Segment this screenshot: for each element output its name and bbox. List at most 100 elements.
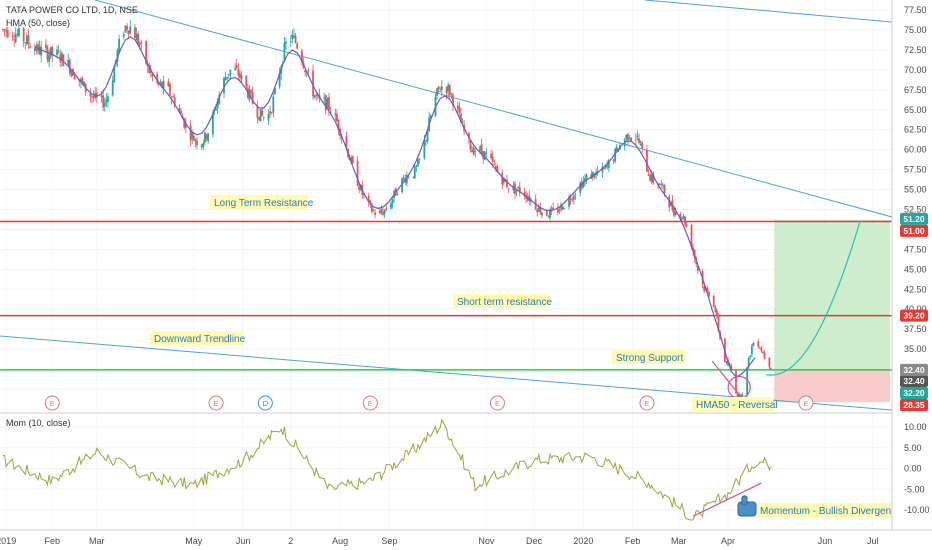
candle bbox=[402, 174, 405, 183]
candle bbox=[269, 105, 272, 118]
candle bbox=[437, 86, 440, 94]
candle bbox=[507, 188, 510, 194]
price-tick-label: 60.00 bbox=[904, 145, 927, 155]
candle bbox=[568, 194, 570, 210]
candle bbox=[134, 24, 136, 39]
dividend-marker[interactable]: D bbox=[257, 395, 273, 411]
price-badge: 28.35 bbox=[900, 399, 928, 411]
candle bbox=[412, 176, 415, 179]
candle bbox=[383, 209, 386, 219]
earnings-marker[interactable]: E bbox=[639, 395, 655, 411]
candle bbox=[204, 131, 206, 145]
candle bbox=[315, 93, 318, 102]
candle bbox=[56, 45, 58, 59]
svg-text:E: E bbox=[214, 399, 219, 408]
candle bbox=[6, 26, 9, 39]
candle bbox=[45, 39, 47, 53]
candle bbox=[38, 40, 41, 56]
earnings-marker[interactable]: E bbox=[489, 395, 505, 411]
candle bbox=[111, 75, 114, 97]
candle bbox=[258, 116, 260, 122]
price-tick-label: 55.00 bbox=[904, 185, 927, 195]
hand-pointer-icon bbox=[737, 495, 757, 517]
price-axis[interactable]: 77.50 75.00 72.50 70.00 67.50 65.00 62.50 60.00… bbox=[891, 0, 932, 550]
candle bbox=[148, 62, 151, 75]
candle bbox=[749, 354, 752, 360]
time-axis[interactable]: 2019 Feb Mar May Jun 2 Aug Sep Nov Dec 2020 Feb Mar A… bbox=[0, 529, 932, 546]
price-tick-label: 67.50 bbox=[904, 85, 927, 95]
momentum-pane[interactable]: Mom (10, close) Momentum - Bullish Diver… bbox=[0, 418, 902, 521]
time-tick-label: Mar bbox=[671, 536, 687, 546]
candle bbox=[137, 31, 140, 46]
support-price-badge: 32.40 bbox=[900, 363, 928, 376]
candle bbox=[517, 186, 520, 190]
momentum-tick-label: 0.00 bbox=[904, 464, 922, 474]
candle bbox=[324, 94, 327, 115]
earnings-marker[interactable]: E bbox=[44, 395, 60, 411]
long-term-downtrend-line[interactable] bbox=[94, 0, 893, 218]
upper-channel-line[interactable] bbox=[644, 0, 893, 23]
candle bbox=[312, 64, 314, 100]
label-hma-reversal: HMA50 - Reversal bbox=[692, 397, 778, 411]
svg-text:E: E bbox=[368, 399, 373, 408]
price-badge: 51.00 bbox=[900, 224, 928, 237]
candle bbox=[601, 162, 604, 179]
candle bbox=[67, 53, 70, 67]
time-tick-label: Jun bbox=[236, 536, 251, 546]
candle bbox=[636, 130, 639, 141]
candle bbox=[584, 173, 586, 187]
candle bbox=[747, 356, 750, 370]
candle bbox=[490, 149, 493, 160]
candle bbox=[405, 171, 408, 187]
svg-text:51.00: 51.00 bbox=[903, 226, 925, 236]
time-tick-label: Sep bbox=[381, 536, 397, 546]
candle bbox=[102, 89, 105, 112]
candle bbox=[307, 67, 310, 75]
candle bbox=[752, 341, 755, 347]
candle bbox=[436, 87, 438, 101]
earnings-marker[interactable]: E bbox=[362, 395, 378, 411]
candle bbox=[18, 25, 20, 38]
candle bbox=[304, 69, 307, 77]
candle bbox=[95, 87, 98, 104]
candle bbox=[91, 95, 93, 104]
candle bbox=[62, 54, 65, 67]
price-grid bbox=[0, 0, 892, 530]
candle bbox=[372, 208, 375, 212]
candle bbox=[162, 75, 165, 95]
candle bbox=[374, 209, 376, 219]
price-pane[interactable]: E E D E E E E Long Term Resistance Short term … bbox=[0, 0, 893, 530]
candle bbox=[270, 111, 273, 115]
svg-text:D: D bbox=[263, 399, 269, 408]
candle bbox=[358, 183, 361, 194]
candle bbox=[758, 346, 761, 349]
candle bbox=[625, 134, 628, 142]
svg-text:Long Term Resistance: Long Term Resistance bbox=[214, 198, 314, 209]
candle bbox=[301, 48, 303, 66]
candle bbox=[614, 147, 617, 164]
time-tick-label: May bbox=[185, 536, 203, 546]
candle bbox=[649, 172, 652, 182]
candle bbox=[113, 65, 116, 83]
svg-text:E: E bbox=[803, 399, 808, 408]
candle bbox=[24, 41, 27, 50]
candle bbox=[356, 156, 359, 187]
earnings-marker[interactable]: E bbox=[798, 395, 814, 411]
candle bbox=[469, 139, 472, 153]
price-tick-label: 40.00 bbox=[904, 304, 927, 314]
candle bbox=[334, 108, 337, 121]
price-badge: 32.20 bbox=[900, 387, 928, 399]
candle bbox=[760, 346, 763, 353]
price-badge: 39.20 bbox=[900, 309, 928, 322]
candle bbox=[291, 29, 294, 44]
candle bbox=[547, 215, 550, 218]
candle bbox=[661, 182, 664, 190]
candle bbox=[167, 78, 170, 87]
candle bbox=[474, 146, 477, 158]
candle bbox=[200, 143, 203, 150]
candle bbox=[29, 43, 31, 49]
earnings-marker[interactable]: E bbox=[208, 395, 224, 411]
candle bbox=[262, 116, 265, 122]
candle bbox=[413, 163, 416, 180]
